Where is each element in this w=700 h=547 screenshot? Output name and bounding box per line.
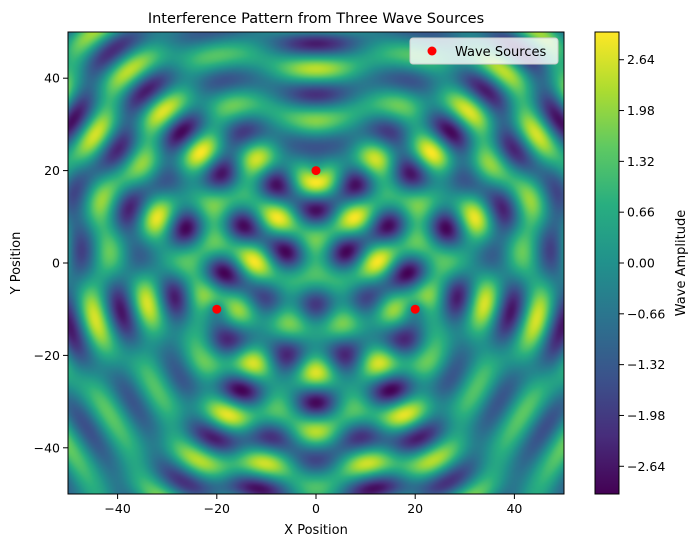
y-tick-label: 0 <box>52 256 60 271</box>
colorbar-tick-label: 1.98 <box>627 103 655 118</box>
colorbar-tick-label: −1.98 <box>627 408 665 423</box>
heatmap-image <box>68 32 564 494</box>
legend-marker <box>427 46 437 56</box>
x-tick-label: 40 <box>506 501 522 516</box>
y-tick-label: 20 <box>44 163 60 178</box>
y-tick-label: 40 <box>44 71 60 86</box>
colorbar <box>594 31 620 495</box>
colorbar-tick-label: −2.64 <box>627 459 665 474</box>
legend-box <box>409 37 559 65</box>
wave-source-point <box>212 304 222 314</box>
x-axis-label: X Position <box>284 523 348 538</box>
legend-label: Wave Sources <box>455 45 546 60</box>
y-axis: −40 −20 0 20 40 <box>34 71 68 455</box>
colorbar-tick-label: 2.64 <box>627 52 655 67</box>
y-axis-label: Y Position <box>9 232 24 296</box>
x-axis: −40 −20 0 20 40 <box>104 494 522 516</box>
colorbar-tick-label: 0.00 <box>627 256 655 271</box>
wave-source-point <box>311 166 321 176</box>
colorbar-ticks: 2.64 1.98 1.32 0.66 0.00 −0.66 −1.32 −1.98 −2.64 <box>619 52 665 474</box>
legend: Wave Sources <box>409 37 559 65</box>
chart-title: Interference Pattern from Three Wave Sou… <box>148 11 484 27</box>
colorbar-label: Wave Amplitude <box>674 210 689 316</box>
x-tick-label: 0 <box>312 501 320 516</box>
y-tick-label: −20 <box>34 348 60 363</box>
colorbar-tick-label: 1.32 <box>627 154 655 169</box>
plot-frame <box>67 31 565 495</box>
wave-source-markers <box>212 166 420 314</box>
y-tick-label: −40 <box>34 440 60 455</box>
colorbar-tick-label: −1.32 <box>627 357 665 372</box>
x-tick-label: −20 <box>204 501 230 516</box>
wave-source-point <box>410 304 420 314</box>
colorbar-tick-label: 0.66 <box>627 205 655 220</box>
colorbar-tick-label: −0.66 <box>627 306 665 321</box>
x-tick-label: 20 <box>407 501 423 516</box>
x-tick-label: −40 <box>104 501 130 516</box>
